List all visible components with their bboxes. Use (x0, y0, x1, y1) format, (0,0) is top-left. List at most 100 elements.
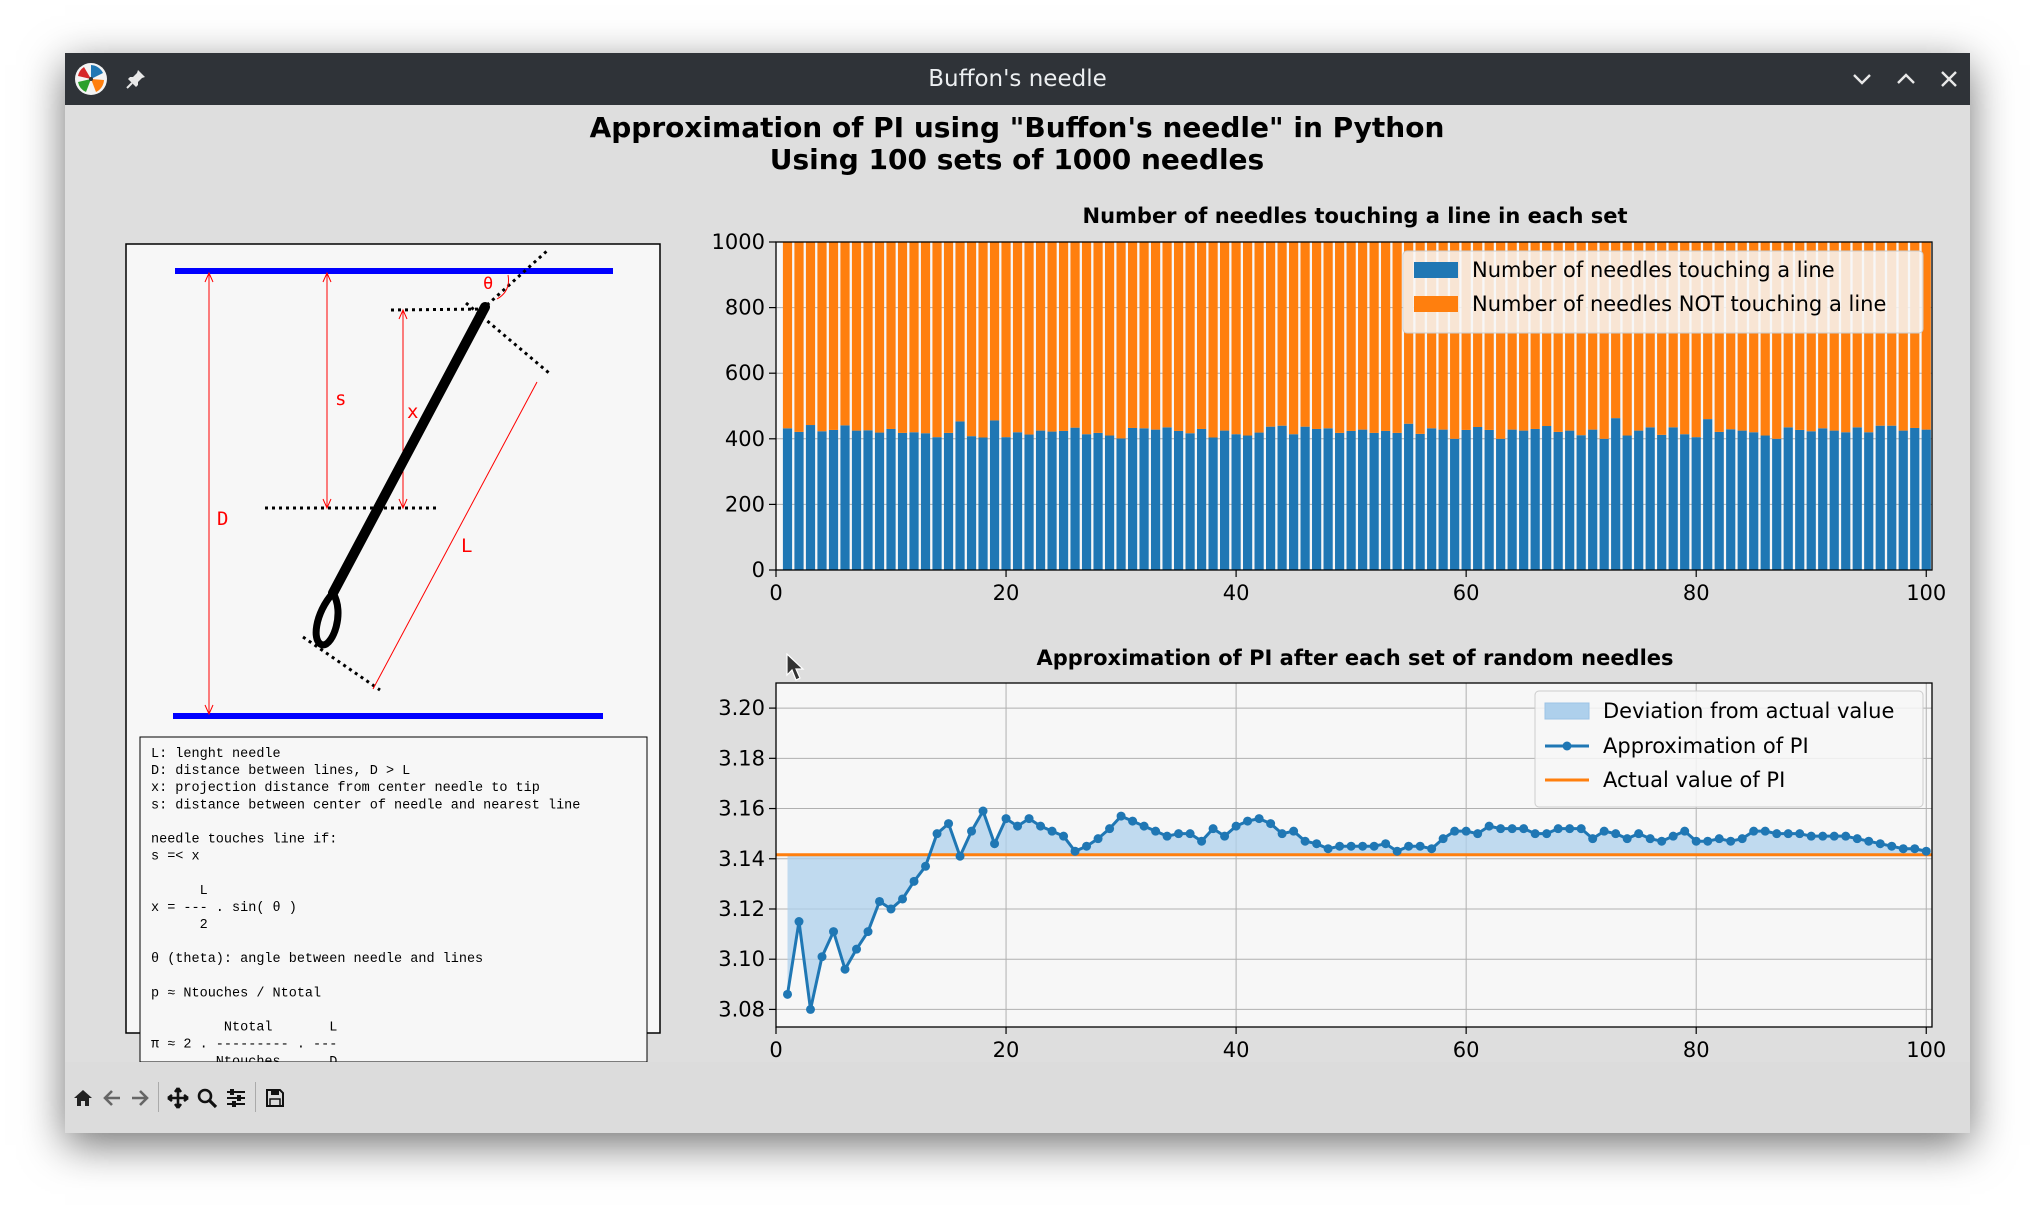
bar-not-touching (1829, 242, 1839, 431)
figure-title-line1: Approximation of PI using "Buffon's need… (590, 111, 1445, 144)
pinwheel-app-icon[interactable] (73, 53, 109, 105)
bar-not-touching (1277, 242, 1287, 426)
bar-touching (909, 432, 919, 570)
note-line: Ntotal L (151, 1021, 337, 1036)
bar-not-touching (1323, 242, 1333, 429)
y-tick-label: 3.14 (718, 847, 765, 871)
bar-not-touching (794, 242, 804, 432)
label-x: x (407, 401, 418, 423)
bar-not-touching (1450, 242, 1460, 439)
title-bar: Buffon's needle (65, 53, 1970, 105)
save-icon[interactable] (261, 1062, 289, 1133)
approximation-point (1887, 841, 1897, 851)
matplotlib-figure[interactable]: Approximation of PI using "Buffon's need… (65, 105, 1970, 1062)
zoom-icon[interactable] (193, 1062, 221, 1133)
approximation-point (1507, 824, 1517, 834)
bar-touching (1645, 427, 1655, 570)
bar-touching (1668, 427, 1678, 570)
bar-touching (1875, 425, 1885, 570)
bar-touching (897, 432, 908, 570)
bar-not-touching (909, 242, 919, 433)
bar-not-touching (1196, 242, 1207, 429)
line-chart: Approximation of PI after each set of ra… (718, 646, 1946, 1062)
bar-not-touching (1208, 242, 1218, 438)
bar-not-touching (1461, 242, 1471, 430)
approximation-point (1496, 824, 1506, 834)
approximation-point (1737, 834, 1747, 844)
note-line: x: projection distance from center needl… (151, 781, 540, 796)
bar-touching (932, 437, 942, 570)
bar-not-touching (1266, 242, 1276, 427)
approximation-point (1220, 831, 1230, 841)
approximation-point (1898, 844, 1908, 854)
bar-touching (1266, 426, 1276, 570)
bar-not-touching (1312, 242, 1322, 429)
bar-touching (1599, 438, 1609, 570)
bar-not-touching (955, 242, 965, 422)
bar-not-touching (1772, 242, 1782, 439)
distance-x-arrowheads (398, 308, 408, 510)
bar-touching (1588, 429, 1598, 570)
bar-touching (1806, 431, 1816, 570)
note-line: Ntouches D (151, 1055, 337, 1062)
bar-not-touching (1392, 242, 1402, 433)
bar-touching (828, 429, 839, 570)
bar-not-touching (1243, 242, 1253, 436)
note-line: x = --- . sin( θ ) (151, 901, 297, 916)
bar-touching (1070, 427, 1080, 570)
legend-label-deviation: Deviation from actual value (1603, 699, 1894, 723)
bar-not-touching (1921, 242, 1931, 430)
approximation-point (1703, 836, 1713, 846)
bar-not-touching (1185, 242, 1195, 434)
bar-touching (1576, 435, 1586, 570)
pan-icon[interactable] (164, 1062, 192, 1133)
bar-not-touching (1415, 242, 1425, 434)
x-tick-label: 20 (993, 1038, 1020, 1062)
approximation-point (1105, 824, 1115, 834)
x-tick-label: 80 (1683, 581, 1710, 605)
approximation-point (1369, 841, 1379, 851)
bar-touching (1484, 429, 1494, 570)
bar-not-touching (1657, 242, 1667, 435)
bar-touching (1346, 430, 1356, 570)
approximation-point (1047, 826, 1057, 836)
approximation-point (1726, 836, 1736, 846)
minimize-icon[interactable] (1845, 53, 1879, 105)
bar-touching (1277, 425, 1287, 570)
bar-not-touching (1910, 242, 1920, 428)
approximation-point (852, 944, 862, 954)
figure-canvas-area: Approximation of PI using "Buffon's need… (65, 105, 1970, 1133)
bar-touching (1427, 428, 1437, 570)
approximation-point (1921, 846, 1931, 856)
approximation-point (1795, 829, 1805, 839)
bar-not-touching (1818, 242, 1828, 429)
bar-touching (1369, 432, 1379, 570)
forward-icon[interactable] (126, 1062, 154, 1133)
bar-not-touching (1081, 242, 1092, 435)
bar-not-touching (989, 242, 1000, 421)
approximation-point (955, 851, 965, 861)
y-tick-label: 800 (725, 296, 765, 320)
close-icon[interactable] (1932, 53, 1966, 105)
note-line: π ≈ 2 . --------- . --- (151, 1038, 337, 1053)
bar-touching (874, 432, 885, 570)
home-icon[interactable] (69, 1062, 97, 1133)
approximation-point (1254, 814, 1264, 824)
back-icon[interactable] (98, 1062, 126, 1133)
bar-touching (1783, 427, 1793, 570)
bar-touching (1116, 438, 1126, 570)
bar-not-touching (1795, 242, 1805, 430)
line-ticks: 0 20 40 60 80 100 3.08 3.10 3.12 3.14 3.16 3.18 3.20 (718, 696, 1946, 1062)
bar-not-touching (966, 242, 977, 437)
maximize-icon[interactable] (1889, 53, 1923, 105)
label-d: D (217, 508, 228, 530)
approximation-point (1576, 824, 1586, 834)
y-tick-label: 3.10 (718, 947, 765, 971)
bar-touching (1035, 430, 1046, 570)
pin-icon[interactable] (121, 53, 151, 105)
configure-subplots-icon[interactable] (222, 1062, 250, 1133)
approximation-point (1116, 811, 1126, 821)
bar-touching (840, 425, 850, 570)
bar-not-touching (1047, 242, 1057, 432)
